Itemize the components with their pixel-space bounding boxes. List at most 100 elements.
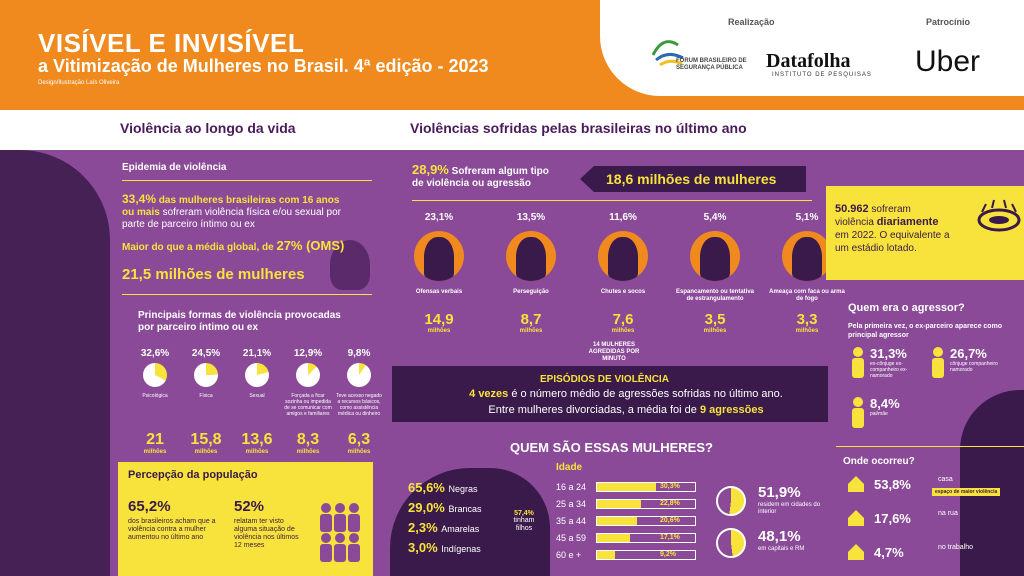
forma-label: Teve acesso negado a recursos básicos, c…: [336, 393, 382, 417]
milhoes-mulheres: 21,5 milhões de mulheres: [122, 266, 305, 283]
stat-intimate-partner: 33,4% das mulheres brasileiras com 16 an…: [122, 192, 341, 230]
type-value: 3,5: [704, 311, 726, 328]
sponsor-panel: [600, 0, 1024, 96]
type-label: Ofensas verbais: [415, 289, 463, 295]
forma-unit: milhões: [194, 449, 218, 455]
idade-label: 35 a 44: [556, 516, 587, 526]
agressor-item: 31,3% ex-cônjuge ex-companheiro ex-namor…: [850, 346, 918, 379]
divider: [836, 446, 1024, 447]
type-value: 7,6: [612, 311, 634, 328]
forma-value: 13,6: [241, 431, 273, 448]
woman-silhouette-right-icon: [960, 390, 1024, 576]
left-heading: Violência ao longo da vida: [120, 120, 296, 136]
percepcao-text2: relatam ter visto alguma situação de vio…: [234, 518, 299, 549]
forma-label: Sexual: [249, 393, 265, 399]
type-value: 14,9: [424, 311, 454, 328]
forma-unit: milhões: [296, 449, 320, 455]
forma-unit: milhões: [143, 449, 167, 455]
forma-pie-icon: [347, 363, 371, 387]
idade-heading: Idade: [556, 462, 583, 473]
type-illustration-icon: [506, 231, 556, 281]
type-illustration-icon: [690, 231, 740, 281]
idade-label: 60 e +: [556, 550, 582, 560]
section-band: [0, 110, 1024, 150]
episodios-line1: 4 vezes é o número médio de agressões so…: [469, 388, 783, 400]
forma-value: 8,3: [296, 431, 320, 448]
top-stat: 28,9% Sofreram algum tipo de violência ou…: [412, 162, 549, 189]
local-tag: espaço de maior violência: [932, 488, 1001, 496]
divider: [122, 294, 372, 295]
forma-unit: milhões: [347, 449, 371, 455]
episodios-box: [392, 366, 828, 422]
face-silhouette-icon: [330, 240, 370, 290]
idade-label: 16 a 24: [556, 482, 587, 492]
milhoes-banner: [580, 166, 806, 192]
idade-pct: 17,1%: [660, 534, 680, 541]
local-pct: 17,6%: [874, 511, 911, 526]
forma-label: Forçada a ficar sozinha ou impedida de s…: [284, 393, 332, 417]
agressor-item: 8,4% pai/mãe: [850, 396, 918, 428]
page-title: VISÍVEL E INVISÍVEL: [38, 28, 305, 58]
divider: [412, 200, 812, 201]
datafolha-sub: INSTITUTO DE PESQUISAS: [772, 72, 872, 78]
forma-pie-icon: [194, 363, 218, 387]
filhos: 57,4% tinham filhos: [513, 510, 535, 532]
type-pct: 11,6%: [609, 212, 637, 223]
agredidas-por-minuto: 14 MULHERES AGREDIDAS POR MINUTO: [588, 342, 640, 362]
forma-pct: 21,1%: [242, 348, 272, 359]
capitais-pct: 48,1%: [758, 528, 801, 545]
percepcao-stat2: 52%: [234, 498, 265, 515]
type-illustration-icon: [598, 231, 648, 281]
forma-pct: 12,9%: [293, 348, 323, 359]
percepcao-heading: Percepção da população: [128, 469, 258, 481]
interior-txt: residem em cidades do interior: [758, 502, 821, 515]
local-label: no trabalho: [938, 544, 974, 551]
type-pct: 23,1%: [424, 212, 454, 223]
forma-value: 15,8: [190, 431, 222, 448]
page-subtitle: a Vitimização de Mulheres no Brasil. 4ª …: [38, 56, 489, 76]
raca-item: 3,0% Indígenas: [408, 540, 481, 555]
idade-bar: [596, 533, 696, 543]
type-pct: 5,4%: [703, 212, 727, 223]
forma-pct: 9,8%: [347, 348, 371, 359]
type-value: 3,3: [796, 311, 818, 328]
fbsp-text: FÓRUM BRASILEIRO DE SEGURANÇA PÚBLICA: [676, 58, 747, 71]
raca-item: 65,6% Negras: [408, 480, 478, 495]
idade-label: 25 a 34: [556, 499, 587, 509]
forma-pie-icon: [143, 363, 167, 387]
interior-pct: 51,9%: [758, 484, 801, 501]
mid-heading: Violências sofridas pelas brasileiras no…: [410, 120, 747, 136]
person-icon: [932, 347, 944, 378]
person-icon: [852, 347, 864, 378]
woman-silhouette-left-icon: [0, 150, 110, 576]
interior-pie-icon: [716, 486, 746, 516]
type-illustration-icon: [414, 231, 464, 281]
type-label: Ameaça com faca ou arma de fogo: [769, 289, 845, 302]
agressor-item: 26,7% cônjuge companheiro namorado: [930, 346, 998, 378]
agressor-heading: Quem era o agressor?: [848, 302, 965, 314]
forma-pct: 32,6%: [140, 348, 170, 359]
local-icon: [848, 476, 864, 492]
realizacao-label: Realização: [728, 17, 775, 27]
idade-bar: [596, 499, 696, 509]
forma-value: 21: [146, 431, 164, 448]
capitais-txt: em capitais e RM: [758, 546, 805, 552]
percepcao-text1: dos brasileiros acham que a violência co…: [128, 518, 216, 541]
type-unit: milhões: [427, 328, 451, 334]
idade-pct: 22,8%: [660, 500, 680, 507]
forma-unit: milhões: [245, 449, 269, 455]
global-average: Maior do que a média global, de 27% (OMS…: [122, 238, 345, 253]
divider: [122, 180, 372, 181]
episodios-heading: EPISÓDIOS DE VIOLÊNCIA: [540, 374, 669, 385]
forma-pie-icon: [245, 363, 269, 387]
raca-item: 2,3% Amarelas: [408, 520, 480, 535]
type-unit: milhões: [611, 328, 635, 334]
type-label: Espancamento ou tentativa de estrangulam…: [675, 289, 755, 302]
type-unit: milhões: [519, 328, 543, 334]
agressor-sub: Pela primeira vez, o ex-parceiro aparece…: [848, 323, 1003, 339]
local-label: casa: [938, 476, 953, 483]
fbsp-logo-icon: [651, 40, 684, 67]
idade-label: 45 a 59: [556, 533, 587, 543]
local-label: na rua: [938, 510, 958, 517]
idade-bar: [596, 550, 696, 560]
